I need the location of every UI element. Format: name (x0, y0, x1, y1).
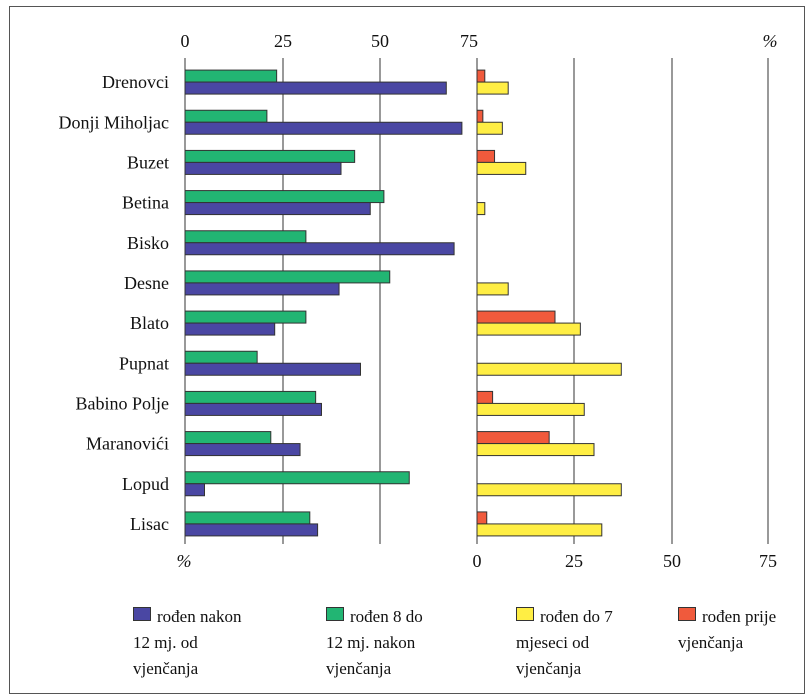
bar-born-8-to-12-months (184, 190, 385, 204)
bar-born-after-12-months (184, 161, 342, 175)
legend-swatch-blue (133, 607, 151, 621)
left-top-tick-50: 50 (371, 31, 389, 51)
category-labels: Drenovci Donji Miholjac Buzet Betina Bisko De… (59, 72, 170, 534)
bar-born-up-to-7-months (476, 161, 527, 175)
bar-born-up-to-7-months (476, 322, 581, 336)
bar-born-after-12-months (184, 523, 319, 537)
bar-born-up-to-7-months (476, 282, 509, 296)
bar-born-8-to-12-months (184, 350, 258, 364)
left-top-tick-0: 0 (181, 31, 190, 51)
bar-born-8-to-12-months (184, 109, 268, 123)
left-top-tick-75: 75 (460, 31, 478, 51)
bar-born-after-12-months (184, 443, 301, 457)
bar-born-after-12-months (184, 483, 205, 497)
bar-born-after-12-months (184, 81, 447, 95)
right-bottom-tick-0: 0 (473, 551, 482, 571)
bar-born-up-to-7-months (476, 483, 622, 497)
legend-item-born-up-to-7-months: rođen do 7 mjeseci od vjenčanja (516, 604, 666, 694)
bar-born-before-wedding (476, 390, 494, 404)
legend-label: rođen nakon 12 mj. od vjenčanja (133, 607, 242, 678)
category-label: Maranovići (86, 434, 169, 454)
left-bottom-unit-label: % (177, 551, 192, 571)
category-label: Drenovci (102, 72, 169, 92)
legend-label: rođen 8 do 12 mj. nakon vjenčanja (326, 607, 423, 678)
bar-born-before-wedding (476, 310, 556, 324)
bar-born-up-to-7-months (476, 523, 603, 537)
bar-born-before-wedding (476, 149, 496, 163)
category-label: Desne (124, 273, 169, 293)
bar-born-8-to-12-months (184, 230, 307, 244)
bar-born-after-12-months (184, 242, 455, 256)
category-label: Lisac (130, 514, 169, 534)
bar-born-before-wedding (476, 109, 484, 123)
bar-born-8-to-12-months (184, 310, 307, 324)
bar-born-up-to-7-months (476, 362, 622, 376)
bar-born-before-wedding (476, 69, 486, 83)
category-label: Pupnat (119, 353, 169, 373)
left-top-tick-25: 25 (274, 31, 292, 51)
bar-born-up-to-7-months (476, 121, 503, 135)
bar-born-8-to-12-months (184, 390, 317, 404)
right-bottom-tick-75: 75 (759, 551, 777, 571)
category-label: Bisko (127, 233, 169, 253)
bar-born-up-to-7-months (476, 402, 585, 416)
bar-born-after-12-months (184, 202, 371, 216)
bar-born-8-to-12-months (184, 69, 278, 83)
legend-item-born-before-wedding: rođen prije vjenčanja (678, 604, 803, 694)
legend-swatch-yellow (516, 607, 534, 621)
legend-label: rođen do 7 mjeseci od vjenčanja (516, 607, 613, 678)
bar-born-up-to-7-months (476, 202, 486, 216)
bar-born-8-to-12-months (184, 149, 356, 163)
legend-label: rođen prije vjenčanja (678, 607, 777, 652)
right-top-unit-label: % (763, 31, 778, 51)
category-label: Blato (130, 313, 169, 333)
category-label: Buzet (127, 152, 169, 172)
legend-swatch-red (678, 607, 696, 621)
right-bottom-tick-50: 50 (663, 551, 681, 571)
bar-born-before-wedding (476, 431, 550, 445)
chart-frame (9, 6, 805, 694)
legend-item-born-8-to-12-months: rođen 8 do 12 mj. nakon vjenčanja (326, 604, 476, 694)
bar-born-after-12-months (184, 402, 322, 416)
bar-born-8-to-12-months (184, 471, 410, 485)
category-label: Lopud (122, 474, 169, 494)
bar-born-8-to-12-months (184, 270, 391, 284)
category-label: Babino Polje (76, 393, 170, 413)
right-bottom-tick-25: 25 (565, 551, 583, 571)
legend-swatch-green (326, 607, 344, 621)
bar-born-after-12-months (184, 322, 276, 336)
bar-born-before-wedding (476, 511, 488, 525)
bar-born-8-to-12-months (184, 511, 311, 525)
category-label: Donji Miholjac (59, 112, 170, 132)
bar-born-up-to-7-months (476, 443, 595, 457)
bar-born-after-12-months (184, 121, 463, 135)
category-label: Betina (122, 193, 169, 213)
bar-born-after-12-months (184, 282, 340, 296)
bars-group (184, 69, 622, 537)
bar-born-up-to-7-months (476, 81, 509, 95)
bar-born-8-to-12-months (184, 431, 272, 445)
bar-born-after-12-months (184, 362, 361, 376)
legend-item-born-after-12-months: rođen nakon 12 mj. od vjenčanja (133, 604, 283, 694)
grid-lines (184, 58, 769, 544)
